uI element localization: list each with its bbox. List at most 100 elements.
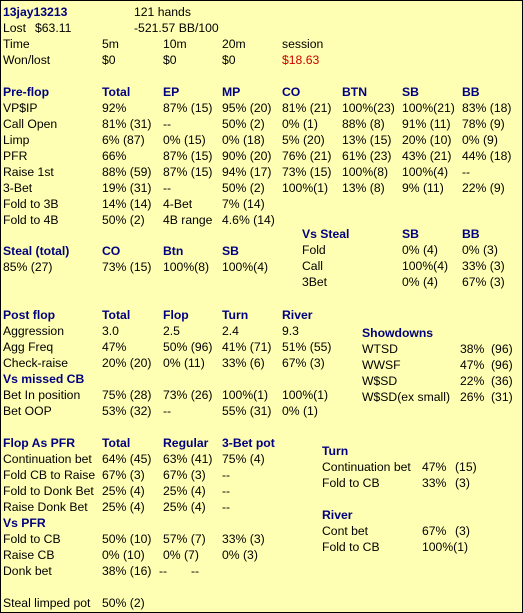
- preflop-cell: 61% (23): [342, 149, 392, 163]
- hands-count: 121 hands: [134, 5, 191, 19]
- flop-pfr-cell: 75% (4): [222, 452, 265, 466]
- wonlost-label: Won/lost: [3, 53, 51, 67]
- river-pct: 67%: [422, 524, 447, 538]
- preflop-cell: 90% (20): [222, 149, 272, 163]
- preflop-col-btn: BTN: [342, 85, 368, 99]
- time-session: session: [282, 37, 324, 51]
- turn-row-label: Continuation bet: [322, 460, 411, 474]
- flop-pfr-cell: 63% (41): [163, 452, 213, 466]
- showdown-pct: 47%: [460, 358, 485, 372]
- showdown-count: (96): [491, 342, 513, 356]
- flop-pfr-cell: 25% (4): [163, 500, 206, 514]
- preflop-cell: 95% (20): [222, 101, 272, 115]
- preflop-cell: 91% (11): [402, 117, 451, 131]
- postflop-title: Post flop: [3, 308, 56, 322]
- flop-pfr-col-regular: Regular: [163, 436, 209, 450]
- preflop-cell: 76% (21): [282, 149, 332, 163]
- preflop-cell: 88% (8): [342, 117, 385, 131]
- flop-pfr-cell: 67% (3): [102, 468, 145, 482]
- preflop-col-total: Total: [102, 85, 131, 99]
- preflop-cell: 9% (11): [402, 181, 444, 195]
- flop-pfr-cell: 25% (4): [102, 484, 145, 498]
- showdowns-title: Showdowns: [362, 326, 434, 340]
- vs-pfr-cell: --: [159, 564, 168, 578]
- vs-steal-cell: 0% (4): [402, 243, 438, 257]
- flop-pfr-col-total: Total: [102, 436, 131, 450]
- vs-steal-cell: 0% (4): [402, 275, 438, 289]
- showdown-count: (36): [491, 374, 513, 388]
- vs-pfr-cell: 50% (10): [102, 532, 152, 546]
- preflop-row-label: 3-Bet: [3, 181, 33, 195]
- preflop-cell: 20% (10): [402, 133, 452, 147]
- missed-cb-cell: 55% (31): [222, 404, 272, 418]
- flop-pfr-cell: 67% (3): [163, 468, 206, 482]
- preflop-row-label: Limp: [3, 133, 30, 147]
- postflop-cell: 67% (3): [282, 356, 325, 370]
- showdown-count: (96): [491, 358, 513, 372]
- postflop-cell: 3.0: [102, 324, 119, 338]
- vs-steal-row-label: 3Bet: [302, 275, 328, 289]
- showdown-row-label: WWSF: [362, 358, 401, 372]
- preflop-cell: 13% (15): [342, 133, 392, 147]
- lost-value: $63.11: [35, 21, 72, 35]
- preflop-cell: 81% (21): [282, 101, 332, 115]
- vs-steal-col-sb: SB: [402, 227, 419, 241]
- postflop-cell: 51% (55): [282, 340, 332, 354]
- time-5m: 5m: [102, 37, 119, 51]
- preflop-cell: 6% (87): [102, 133, 145, 147]
- preflop-cell: 83% (18): [462, 101, 512, 115]
- preflop-cell: 66%: [102, 149, 127, 163]
- missed-cb-row-label: Bet In position: [3, 388, 81, 402]
- bb-per-100: -521.57 BB/100: [134, 21, 219, 35]
- vs-pfr-cell: 0% (10): [102, 548, 145, 562]
- flop-pfr-col-3bet: 3-Bet pot: [222, 436, 275, 450]
- showdown-count: (31): [491, 390, 513, 404]
- missed-cb-cell: 100%(1): [282, 388, 329, 402]
- wonlost-session: $18.63: [282, 53, 320, 67]
- vs-pfr-cell: 0% (7): [163, 548, 199, 562]
- turn-count: (3): [455, 476, 470, 490]
- postflop-cell: 47%: [102, 340, 127, 354]
- postflop-row-label: Agg Freq: [3, 340, 54, 354]
- turn-pct: 47%: [422, 460, 447, 474]
- steal-title: Steal (total): [3, 244, 70, 258]
- preflop-cell: 5% (20): [282, 133, 325, 147]
- showdown-pct: 38%: [460, 342, 485, 356]
- missed-cb-cell: 73% (26): [163, 388, 213, 402]
- vs-steal-col-bb: BB: [462, 227, 480, 241]
- vs-pfr-cell: 38% (16): [102, 564, 152, 578]
- preflop-cell: 22% (9): [462, 181, 505, 195]
- missed-cb-cell: 0% (1): [282, 404, 318, 418]
- vs-missed-cb-title: Vs missed CB: [3, 372, 85, 386]
- postflop-cell: 33% (6): [222, 356, 265, 370]
- vs-pfr-title: Vs PFR: [3, 516, 46, 530]
- preflop-cell: 100%(8): [342, 165, 389, 179]
- missed-cb-cell: 53% (32): [102, 404, 152, 418]
- postflop-cell: 2.4: [222, 324, 239, 338]
- time-label: Time: [3, 37, 30, 51]
- preflop-row-label: Call Open: [3, 117, 58, 131]
- time-10m: 10m: [163, 37, 187, 51]
- four-bet-label: 4-Bet: [163, 197, 193, 211]
- flop-pfr-row-label: Fold CB to Raise: [3, 468, 96, 482]
- vs-steal-cell: 100%(4): [402, 259, 449, 273]
- preflop-cell: 0% (18): [222, 133, 265, 147]
- showdown-row-label: W$SD: [362, 374, 398, 388]
- vs-pfr-row-label: Raise CB: [3, 548, 55, 562]
- preflop-row-label: Fold to 3B: [3, 197, 59, 211]
- flop-pfr-row-label: Continuation bet: [3, 452, 92, 466]
- showdown-row-label: WTSD: [362, 342, 398, 356]
- turn-count: (15): [455, 460, 477, 474]
- wonlost-5m: $0: [102, 53, 116, 67]
- river-title: River: [322, 508, 353, 522]
- preflop-cell: 87% (15): [163, 165, 213, 179]
- preflop-cell: 50% (2): [102, 213, 145, 227]
- turn-row-label: Fold to CB: [322, 476, 380, 490]
- preflop-col-co: CO: [282, 85, 301, 99]
- flop-pfr-cell: --: [222, 500, 231, 514]
- postflop-cell: 9.3: [282, 324, 299, 338]
- vs-steal-cell: 67% (3): [462, 275, 505, 289]
- preflop-cell: 44% (18): [462, 149, 512, 163]
- postflop-cell: 41% (71): [222, 340, 272, 354]
- preflop-row-label: PFR: [3, 149, 28, 163]
